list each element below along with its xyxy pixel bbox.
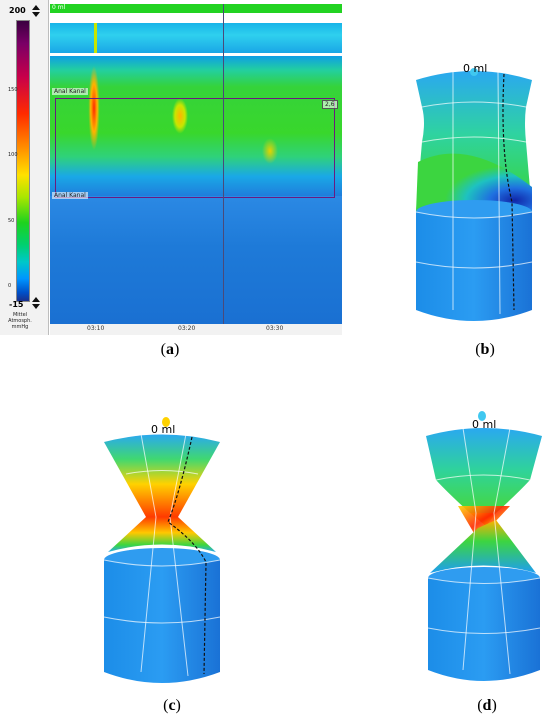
anal-canal-pressure-band <box>50 56 342 196</box>
x-tick-0320: 03:20 <box>178 325 196 332</box>
3d-model-d[interactable] <box>418 408 548 690</box>
separator-band <box>50 13 342 23</box>
separator-band-2 <box>50 53 342 56</box>
colorbar-unit-line-1: Mittel <box>12 312 28 318</box>
volume-strip: 0 ml <box>50 4 342 13</box>
anal-canal-label-bottom: Anal Kanal <box>52 192 88 199</box>
colorbar-unit-line-2: Atmosph. <box>8 318 32 324</box>
anal-canal-region-box[interactable] <box>55 98 335 198</box>
volume-strip-label: 0 ml <box>52 4 66 11</box>
colorbar-min-label: -15 <box>9 300 24 309</box>
x-tick-0330: 03:30 <box>266 325 284 332</box>
colorbar-unit-line-3: mmHg <box>11 324 29 330</box>
marker-value-label[interactable]: 2,6 <box>322 100 338 109</box>
volume-label-d: 0 ml <box>472 418 497 431</box>
pressure-colorbar <box>16 20 30 302</box>
time-gridline <box>223 4 224 324</box>
colorbar-tick-100: 100 <box>8 152 18 158</box>
colorbar-tick-0: 0 <box>8 283 12 289</box>
decrease-max-arrow-icon[interactable] <box>32 12 40 17</box>
3d-model-c[interactable] <box>96 412 228 690</box>
caption-a: (a) <box>160 341 180 358</box>
time-axis: 03:10 03:20 03:30 <box>50 324 342 335</box>
3d-model-b[interactable] <box>408 52 540 327</box>
rectal-pressure-band <box>50 196 342 324</box>
increase-max-arrow-icon[interactable] <box>32 5 40 10</box>
increase-min-arrow-icon[interactable] <box>32 297 40 302</box>
caption-c: (c) <box>163 697 181 714</box>
caption-d: (d) <box>477 697 497 714</box>
manometry-heatmap-panel: 200 150 100 50 0 -15 Mittel Atmosph. mmH… <box>0 0 342 335</box>
caption-b: (b) <box>475 341 495 358</box>
x-tick-0310: 03:10 <box>87 325 105 332</box>
upper-band-spike <box>94 23 97 53</box>
volume-label-b: 0 ml <box>463 62 488 75</box>
colorbar-panel: 200 150 100 50 0 -15 Mittel Atmosph. mmH… <box>0 0 49 335</box>
colorbar-max-label: 200 <box>9 6 26 15</box>
decrease-min-arrow-icon[interactable] <box>32 304 40 309</box>
colorbar-tick-50: 50 <box>8 218 15 224</box>
colorbar-tick-150: 150 <box>8 87 18 93</box>
volume-label-c: 0 ml <box>151 423 176 436</box>
anal-canal-label-top: Anal Kanal <box>52 88 88 95</box>
upper-pressure-band <box>50 23 342 53</box>
pressure-topography-plot[interactable]: 0 ml Anal Kanal Anal Kanal 2,6 <box>50 4 342 324</box>
